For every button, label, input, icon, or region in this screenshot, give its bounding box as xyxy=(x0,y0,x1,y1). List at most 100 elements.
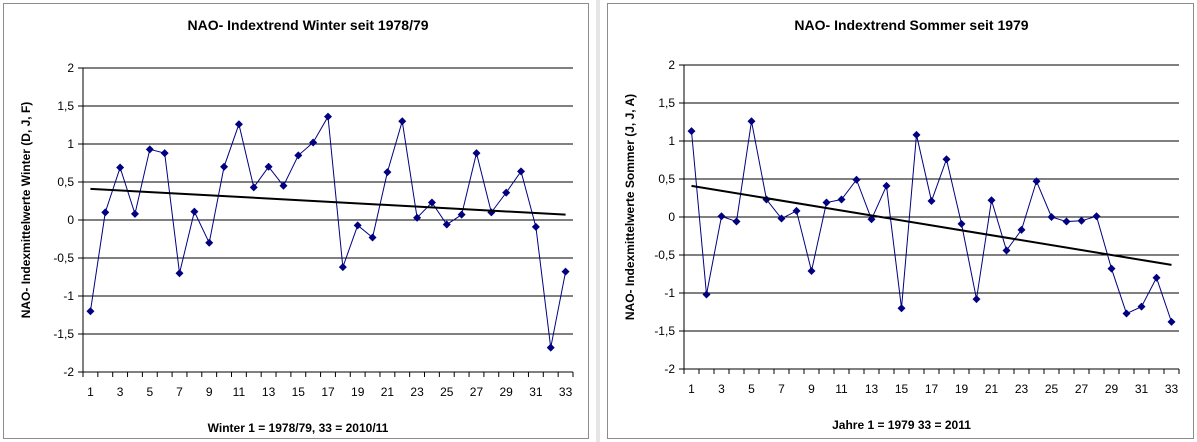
x-tick-label: 7 xyxy=(176,385,183,399)
chart-title: NAO- Indextrend Winter seit 1978/79 xyxy=(187,17,428,33)
y-tick-label: 1 xyxy=(67,137,74,151)
x-tick-label: 5 xyxy=(146,385,153,399)
x-tick-label: 11 xyxy=(233,385,246,399)
x-tick-label: 3 xyxy=(718,382,725,396)
x-axis-label: Winter 1 = 1978/79, 33 = 2010/11 xyxy=(208,421,389,435)
x-tick-label: 13 xyxy=(262,385,276,399)
data-point xyxy=(1032,177,1041,186)
x-tick-label: 17 xyxy=(321,385,335,399)
data-point xyxy=(807,266,816,275)
data-point xyxy=(309,138,318,147)
x-tick-label: 31 xyxy=(1135,382,1149,396)
data-point xyxy=(368,233,377,242)
y-tick-label: -2 xyxy=(63,365,74,379)
x-tick-label: 29 xyxy=(500,385,514,399)
data-point xyxy=(972,295,981,304)
data-point xyxy=(160,149,169,158)
x-tick-label: 23 xyxy=(410,385,424,399)
x-tick-label: 19 xyxy=(955,382,969,396)
data-point xyxy=(324,112,332,121)
y-tick-label: 0,5 xyxy=(658,172,675,186)
data-point xyxy=(957,219,966,228)
chart-panel-summer: NAO- Indextrend Sommer seit 1979 2 1,5 1 0,5… xyxy=(604,0,1197,442)
data-point xyxy=(897,304,906,313)
data-point xyxy=(472,149,481,158)
trend-line xyxy=(691,184,1172,266)
data-point xyxy=(398,117,407,126)
data-point xyxy=(1062,217,1071,226)
y-tick-label: -1 xyxy=(63,289,74,303)
x-tick-label: 33 xyxy=(559,385,573,399)
data-point xyxy=(822,198,831,207)
x-tick-label: 33 xyxy=(1165,382,1179,396)
x-tick-label: 5 xyxy=(748,382,755,396)
data-point xyxy=(792,206,801,215)
data-point xyxy=(427,198,436,207)
data-point xyxy=(912,130,921,139)
data-point xyxy=(1047,213,1056,221)
data-point xyxy=(546,343,555,352)
data-point xyxy=(101,208,110,217)
data-point xyxy=(1017,225,1026,234)
data-point xyxy=(561,267,570,276)
data-point xyxy=(837,195,846,204)
x-tick-label: 21 xyxy=(985,382,999,396)
x-tick-label: 29 xyxy=(1105,382,1119,396)
y-tick-label: -2 xyxy=(664,362,675,376)
data-point xyxy=(130,209,139,218)
chart-winter-svg: NAO- Indextrend Winter seit 1978/79 2 1,5 1… xyxy=(19,17,574,435)
y-tick-label: 0 xyxy=(67,213,74,227)
data-point xyxy=(502,188,511,197)
data-point xyxy=(1167,317,1176,326)
x-tick-label: 27 xyxy=(470,385,484,399)
data-point xyxy=(1152,273,1161,282)
data-point xyxy=(205,238,214,247)
data-point xyxy=(1077,216,1086,225)
x-tick-label: 3 xyxy=(117,385,124,399)
data-point xyxy=(702,290,711,299)
data-point xyxy=(717,212,726,221)
y-tick-label: 1,5 xyxy=(57,99,74,113)
data-point xyxy=(249,183,258,192)
data-point xyxy=(190,207,199,216)
data-point xyxy=(777,214,786,223)
data-point xyxy=(927,197,936,206)
data-point xyxy=(1092,212,1101,221)
x-tick-label: 9 xyxy=(206,385,213,399)
x-tick-label: 7 xyxy=(778,382,785,396)
y-tick-label: 2 xyxy=(67,61,74,75)
data-point xyxy=(279,181,288,190)
chart-frame xyxy=(3,3,589,439)
data-point xyxy=(687,127,696,136)
data-point xyxy=(145,145,154,154)
data-point xyxy=(383,168,392,177)
y-tick-label: -1 xyxy=(664,286,675,300)
data-point xyxy=(234,120,243,129)
y-tick-label: -1,5 xyxy=(654,324,675,338)
data-point xyxy=(86,307,95,316)
data-point xyxy=(1107,264,1116,273)
y-tick-label: -0,5 xyxy=(654,248,675,262)
data-point xyxy=(732,217,741,226)
series-line xyxy=(691,121,1172,323)
x-tick-label: 21 xyxy=(381,385,395,399)
y-tick-label: 2 xyxy=(668,58,675,72)
y-tick-label: 0,5 xyxy=(57,175,74,189)
x-tick-label: 15 xyxy=(292,385,306,399)
data-point xyxy=(531,222,540,231)
data-point xyxy=(852,175,861,184)
data-point xyxy=(175,269,184,278)
y-tick-label: 0 xyxy=(668,210,675,224)
data-point xyxy=(1137,302,1146,311)
x-tick-label: 31 xyxy=(529,385,543,399)
x-axis-label: Jahre 1 = 1979 33 = 2011 xyxy=(832,418,971,432)
y-tick-label: -1,5 xyxy=(53,327,74,341)
data-point xyxy=(882,181,891,190)
data-point xyxy=(264,162,273,171)
x-tick-label: 19 xyxy=(351,385,365,399)
x-tick-label: 25 xyxy=(440,385,454,399)
panel-divider xyxy=(596,0,600,442)
data-point xyxy=(353,221,362,230)
data-point xyxy=(442,220,451,229)
y-tick-label: -0,5 xyxy=(53,251,74,265)
